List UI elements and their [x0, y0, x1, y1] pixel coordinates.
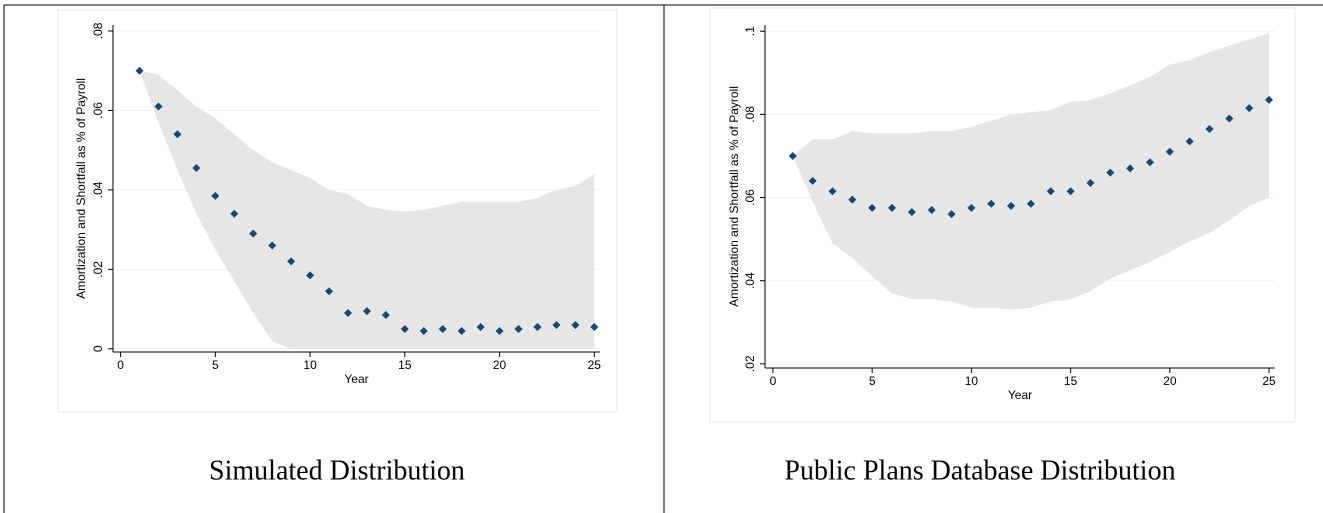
data-point	[1185, 137, 1194, 146]
y-tick-label: .02	[743, 355, 757, 372]
x-tick-label: 10	[303, 358, 317, 372]
data-point	[154, 102, 163, 111]
data-point	[438, 324, 447, 333]
data-point	[173, 130, 182, 139]
data-point	[788, 151, 797, 160]
data-point	[590, 322, 599, 331]
data-point	[552, 320, 561, 329]
y-tick-label: .04	[91, 181, 105, 198]
x-tick-label: 15	[1064, 374, 1078, 388]
x-tick-label: 0	[770, 374, 777, 388]
confidence-band	[139, 70, 595, 349]
data-point	[419, 326, 428, 335]
data-point	[1066, 187, 1075, 196]
data-point	[1046, 187, 1055, 196]
data-point	[927, 206, 936, 215]
y-axis-label: Amortization and Shortfall as % of Payro…	[727, 86, 741, 307]
data-point	[1225, 114, 1234, 123]
data-point	[907, 208, 916, 217]
data-point	[1245, 104, 1254, 113]
data-point	[828, 187, 837, 196]
data-point	[287, 257, 296, 266]
data-point	[457, 326, 466, 335]
x-tick-label: 0	[117, 358, 124, 372]
y-tick-label: 0	[91, 345, 105, 352]
data-point	[808, 176, 817, 185]
data-point	[514, 324, 523, 333]
data-point	[533, 322, 542, 331]
confidence-band	[792, 33, 1270, 310]
data-point	[362, 307, 371, 316]
x-tick-label: 5	[869, 374, 876, 388]
data-point	[230, 209, 239, 218]
data-point	[476, 322, 485, 331]
x-tick-label: 20	[1163, 374, 1177, 388]
y-tick-label: .06	[743, 189, 757, 206]
data-point	[249, 229, 258, 238]
data-point	[400, 324, 409, 333]
y-tick-label: .02	[91, 261, 105, 278]
data-point	[1165, 147, 1174, 156]
y-axis-label: Amortization and Shortfall as % of Payro…	[74, 78, 88, 299]
x-axis-label: Year	[1008, 388, 1032, 402]
data-point	[381, 311, 390, 320]
data-point	[571, 320, 580, 329]
data-point	[1007, 201, 1016, 210]
caption: Simulated Distribution	[209, 455, 465, 486]
y-tick-label: .1	[743, 26, 757, 36]
data-point	[1106, 168, 1115, 177]
data-point	[495, 326, 504, 335]
data-point	[1265, 95, 1274, 104]
data-point	[135, 66, 144, 75]
data-point	[268, 241, 277, 250]
x-tick-label: 25	[588, 358, 602, 372]
data-point	[888, 203, 897, 212]
x-tick-label: 10	[965, 374, 979, 388]
data-point	[967, 203, 976, 212]
data-point	[1026, 199, 1035, 208]
data-point	[1205, 124, 1214, 133]
data-point	[211, 191, 220, 200]
x-tick-label: 5	[212, 358, 219, 372]
data-point	[868, 203, 877, 212]
data-point	[192, 164, 201, 173]
data-point	[1145, 158, 1154, 167]
x-tick-label: 20	[493, 358, 507, 372]
data-point	[325, 287, 334, 296]
y-tick-label: .08	[91, 22, 105, 39]
data-point	[343, 309, 352, 318]
caption: Public Plans Database Distribution	[784, 455, 1175, 486]
data-point	[947, 210, 956, 219]
y-tick-label: .06	[91, 102, 105, 119]
data-point	[1086, 178, 1095, 187]
x-tick-label: 25	[1262, 374, 1276, 388]
x-axis-label: Year	[344, 372, 368, 386]
y-tick-label: .08	[743, 106, 757, 123]
data-point	[987, 199, 996, 208]
y-tick-label: .04	[743, 272, 757, 289]
data-point	[848, 195, 857, 204]
data-point	[306, 271, 315, 280]
x-tick-label: 15	[398, 358, 412, 372]
data-point	[1126, 164, 1135, 173]
